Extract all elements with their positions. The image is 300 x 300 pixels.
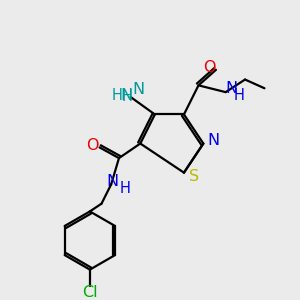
- Text: O: O: [203, 60, 215, 75]
- Text: H: H: [121, 88, 132, 104]
- Text: H: H: [112, 88, 122, 103]
- Text: N: N: [106, 174, 118, 189]
- Text: H: H: [234, 88, 245, 103]
- Text: O: O: [86, 138, 99, 153]
- Text: Cl: Cl: [82, 285, 98, 300]
- Text: H: H: [119, 181, 130, 196]
- Text: N: N: [132, 82, 144, 97]
- Text: N: N: [225, 81, 238, 96]
- Text: N: N: [121, 88, 133, 103]
- Text: S: S: [189, 169, 199, 184]
- Text: N: N: [207, 133, 219, 148]
